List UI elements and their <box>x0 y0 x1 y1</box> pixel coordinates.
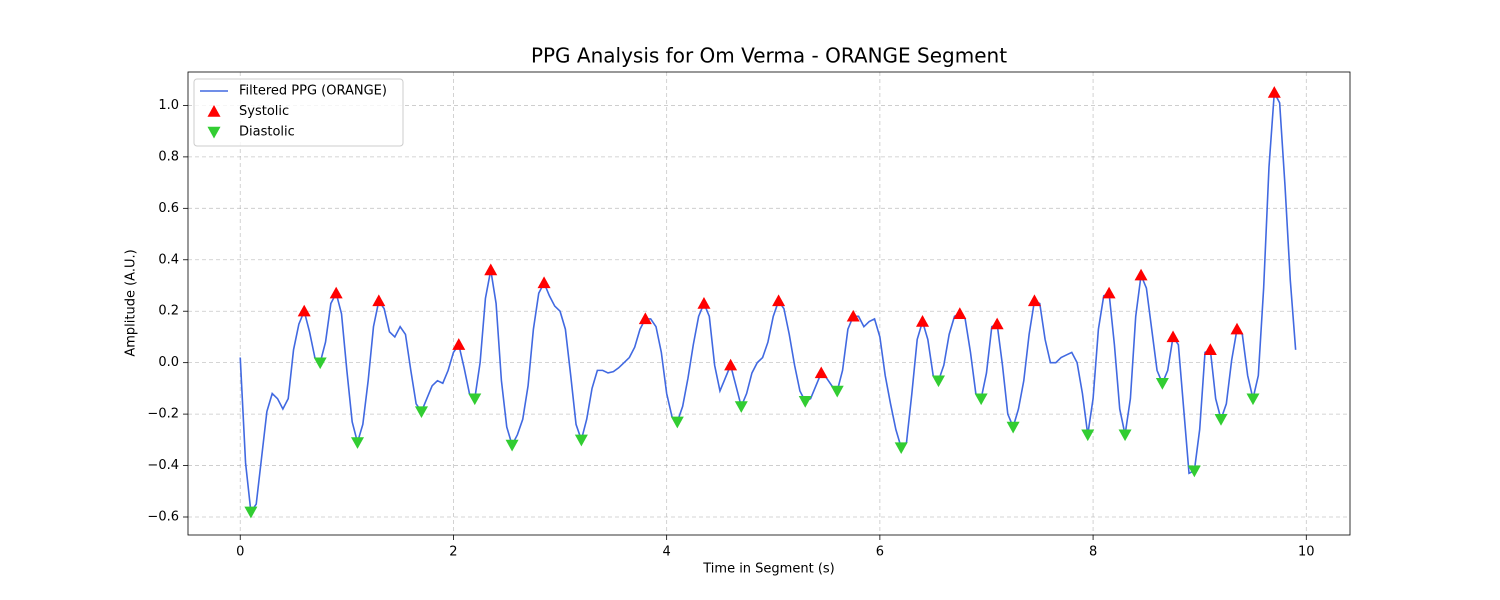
systolic-marker <box>814 366 828 379</box>
diastolic-marker <box>468 393 482 406</box>
systolic-marker <box>1203 343 1217 355</box>
diastolic-marker <box>1006 421 1020 434</box>
x-tick-label: 4 <box>663 545 671 560</box>
legend-label: Filtered PPG (ORANGE) <box>239 84 387 99</box>
diastolic-marker <box>734 401 748 413</box>
legend-marker <box>207 126 221 139</box>
x-tick-label: 8 <box>1089 545 1097 560</box>
x-tick-label: 6 <box>876 545 884 560</box>
y-tick-label: 0.0 <box>158 355 179 370</box>
diastolic-marker <box>1118 429 1132 442</box>
systolic-marker <box>1267 86 1281 98</box>
x-tick-label: 2 <box>449 545 457 560</box>
y-tick-label: 1.0 <box>158 98 179 113</box>
legend-label: Diastolic <box>239 125 295 140</box>
y-tick-label: 0.8 <box>158 149 179 164</box>
diastolic-marker <box>351 437 365 449</box>
systolic-marker <box>697 297 711 309</box>
systolic-marker <box>537 276 551 289</box>
y-tick-label: −0.4 <box>147 458 179 473</box>
systolic-marker <box>724 358 738 371</box>
diastolic-marker <box>1081 429 1095 442</box>
x-tick-label: 10 <box>1298 545 1315 560</box>
diastolic-marker <box>1187 465 1201 478</box>
plot-frame <box>187 71 1351 536</box>
diastolic-marker <box>830 385 844 398</box>
systolic-marker <box>990 317 1004 330</box>
ppg-line <box>239 89 1297 515</box>
diastolic-marker <box>1246 393 1260 406</box>
diastolic-marker <box>974 393 988 406</box>
systolic-marker <box>372 294 386 307</box>
diastolic-marker <box>505 439 519 452</box>
systolic-marker <box>452 338 466 350</box>
diastolic-marker <box>313 357 327 370</box>
diastolic-marker <box>244 506 258 519</box>
systolic-marker <box>297 304 311 317</box>
diastolic-marker <box>670 416 684 429</box>
systolic-marker <box>1027 294 1041 307</box>
legend-label: Systolic <box>239 104 289 119</box>
systolic-marker <box>953 307 967 319</box>
systolic-marker <box>1230 322 1244 335</box>
y-tick-label: 0.4 <box>158 252 179 267</box>
x-axis-label: Time in Segment (s) <box>702 562 834 577</box>
diastolic-marker <box>414 406 428 419</box>
systolic-marker <box>1166 330 1180 343</box>
y-tick-label: −0.2 <box>147 407 179 422</box>
legend-marker <box>207 105 221 117</box>
systolic-marker <box>846 309 860 322</box>
systolic-marker <box>638 312 652 325</box>
systolic-marker <box>1102 286 1116 299</box>
diastolic-marker <box>932 375 946 388</box>
y-tick-label: 0.2 <box>158 304 179 319</box>
diastolic-marker <box>798 396 812 408</box>
systolic-marker <box>329 286 343 299</box>
chart-title: PPG Analysis for Om Verma - ORANGE Segme… <box>531 44 1007 68</box>
legend-box <box>193 78 404 147</box>
y-axis-label: Amplitude (A.U.) <box>124 249 139 356</box>
systolic-marker <box>916 315 930 327</box>
y-tick-label: −0.6 <box>147 509 179 524</box>
x-tick-label: 0 <box>236 545 244 560</box>
systolic-marker <box>484 263 498 276</box>
diastolic-marker <box>1155 378 1169 390</box>
diastolic-marker <box>894 442 908 455</box>
diastolic-marker <box>1214 414 1228 426</box>
systolic-marker <box>1134 268 1148 281</box>
y-tick-label: 0.6 <box>158 201 179 216</box>
systolic-marker <box>772 294 786 307</box>
diastolic-marker <box>574 434 588 447</box>
